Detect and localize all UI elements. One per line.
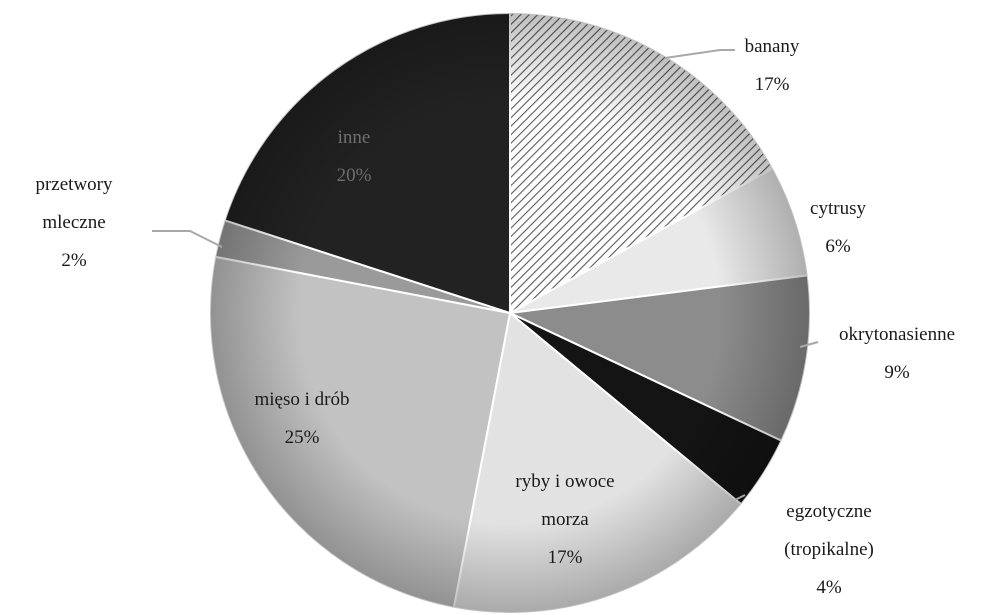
slice-label-inne: inne 20% [337,127,372,186]
slice-value-label: 17% [755,74,790,95]
leader-line-egzotyczne-tropikalne [734,494,746,501]
slice-value-label: 20% [337,165,372,186]
slice-label-ryby-i-owoce-morza: ryby i owoce morza 17% [515,471,614,568]
slice-value-label: 2% [61,250,87,271]
slice-label-line: banany [745,36,800,57]
slice-label-line: egzotyczne [786,501,871,522]
slice-labels: banany 17% cytrusy 6% okrytonasienne 9% egzoty… [35,36,955,598]
slice-label-okrytonasienne: okrytonasienne 9% [839,324,955,383]
slice-label-egzotyczne-tropikalne: egzotyczne (tropikalne) 4% [784,501,874,598]
slice-label-line: (tropikalne) [784,539,874,560]
leader-line-przetwory-mleczne [152,230,223,248]
slice-value-label: 17% [548,547,583,568]
slice-label-line: mleczne [42,212,105,233]
pie-slices [208,11,811,615]
slice-value-label: 25% [285,427,320,448]
slice-label-mieso-i-drob: mięso i drób 25% [255,389,350,448]
slice-label-line: cytrusy [810,198,866,219]
slice-label-line: przetwory [35,174,113,195]
leader-line-banany [664,49,735,59]
slice-label-banany: banany 17% [745,36,800,95]
slice-value-label: 9% [884,362,910,383]
slice-value-label: 4% [816,577,842,598]
slice-label-line: ryby i owoce [515,471,614,492]
slice-label-cytrusy: cytrusy 6% [810,198,866,257]
slice-label-line: inne [338,127,371,148]
leader-lines [152,49,819,501]
slice-label-line: mięso i drób [255,389,350,410]
slice-value-label: 6% [825,236,851,257]
slice-label-line: morza [541,509,589,530]
slice-label-line: okrytonasienne [839,324,955,345]
slice-label-przetwory-mleczne: przetwory mleczne 2% [35,174,113,271]
leader-line-okrytonasienne [799,341,819,348]
